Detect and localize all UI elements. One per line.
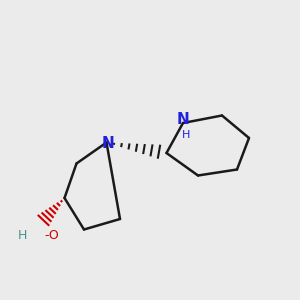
Text: N: N xyxy=(177,112,189,128)
Text: H: H xyxy=(182,130,190,140)
Text: N: N xyxy=(102,136,114,152)
Text: H: H xyxy=(18,229,28,242)
Text: -O: -O xyxy=(44,229,59,242)
